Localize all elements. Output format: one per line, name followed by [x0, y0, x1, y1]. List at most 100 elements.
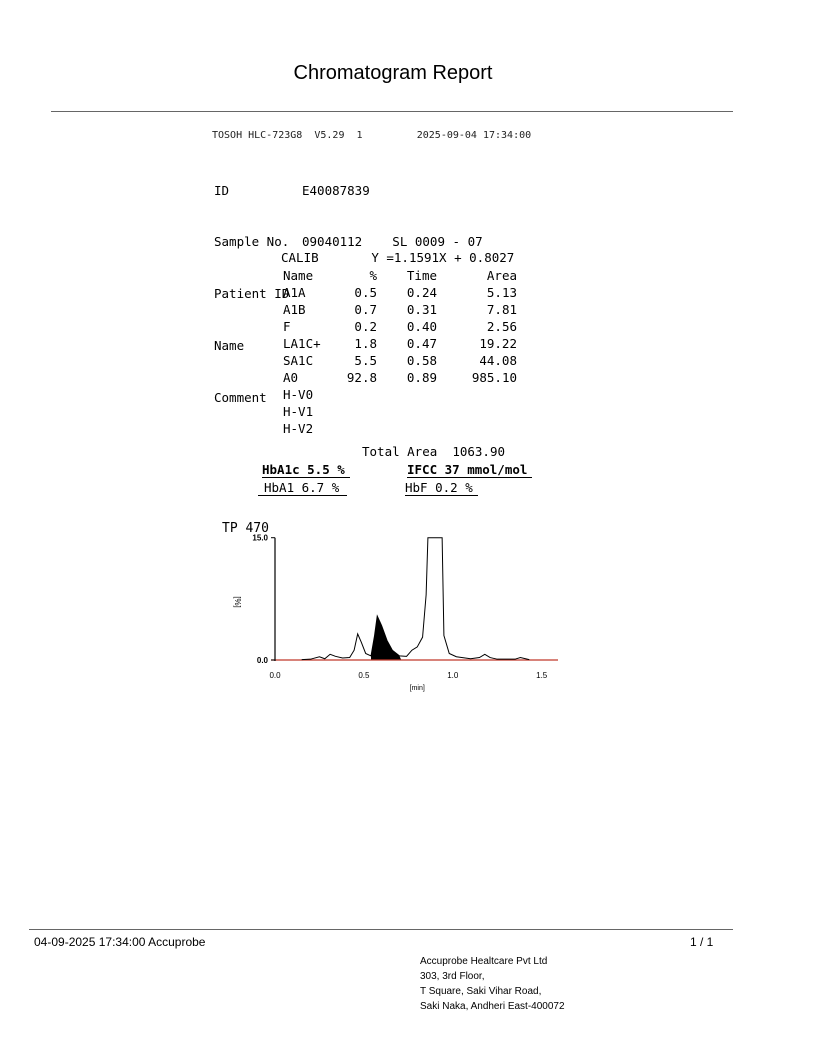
x-tick-label: 0.0: [269, 671, 281, 680]
table-header: Name% Time Area: [283, 267, 517, 284]
table-cell: [377, 420, 437, 437]
total-area: Total Area 1063.90: [362, 444, 505, 459]
table-cell: [437, 386, 517, 403]
table-cell: A0: [283, 370, 299, 385]
x-tick-label: 0.5: [358, 671, 370, 680]
table-cell: [437, 403, 517, 420]
results-table: Name% Time Area A1A 0.5 0.24 5.13 A1B 0.7 0.31 7.8…: [283, 267, 517, 437]
table-cell: [343, 403, 377, 420]
instrument-channel: 1: [356, 130, 363, 141]
table-cell: 0.58: [406, 353, 437, 368]
info-value: E40087839: [302, 182, 370, 198]
table-row: H-V1: [283, 403, 517, 420]
table-cell: 92.8: [346, 370, 377, 385]
instrument-header: TOSOH HLC-723G8 V5.29 1 2025-09-04 17:34…: [212, 130, 531, 141]
table-cell: 5.13: [486, 285, 517, 300]
table-cell: 0.5: [354, 285, 377, 300]
trace-line: [301, 537, 530, 661]
page-number: 1 / 1: [690, 935, 714, 949]
calib-equation: Y =1.1591X + 0.8027: [371, 250, 515, 265]
table-row: SA1C 5.5 0.58 44.08: [283, 352, 517, 369]
table-cell: 19.22: [479, 336, 517, 351]
hba1-result: HbA1 6.7 %: [258, 480, 347, 496]
info-label: Name: [214, 338, 245, 354]
info-label: ID: [214, 182, 230, 198]
table-cell: Name: [283, 268, 314, 283]
instrument-model: TOSOH HLC-723G8: [212, 130, 303, 141]
info-label: Comment: [214, 390, 267, 406]
table-cell: [437, 420, 517, 437]
table-cell: F: [283, 319, 291, 334]
ifcc-result: IFCC 37 mmol/mol: [407, 462, 532, 478]
table-cell: 44.08: [479, 353, 517, 368]
table-cell: [377, 403, 437, 420]
calib-label: CALIB: [281, 250, 319, 265]
hba1c-result: HbA1c 5.5 %: [262, 462, 350, 478]
info-label: Patient ID: [214, 286, 290, 302]
info-row: Sample No. 09040112 SL 0009 - 07: [214, 233, 483, 250]
table-cell: 0.24: [406, 285, 437, 300]
chart-label: TP 470: [222, 521, 269, 536]
info-row: Name: [214, 337, 483, 354]
info-row: Patient ID: [214, 285, 483, 302]
table-cell: A1B: [283, 302, 306, 317]
table-cell: H-V0: [283, 387, 314, 402]
table-row: A1A 0.5 0.24 5.13: [283, 284, 517, 301]
y-tick-label: 0.0: [257, 656, 269, 665]
y-tick-label: 15.0: [252, 534, 268, 543]
hbf-result: HbF 0.2 %: [405, 480, 478, 496]
table-cell: 1.8: [354, 336, 377, 351]
table-cell: 2.56: [486, 319, 517, 334]
table-row: H-V0: [283, 386, 517, 403]
report-title: Chromatogram Report: [293, 62, 493, 84]
table-cell: 5.5: [354, 353, 377, 368]
table-cell: H-V2: [283, 421, 314, 436]
sample-info: ID E40087839 Sample No. 09040112 SL 0009 -…: [214, 147, 483, 424]
table-cell: 0.47: [406, 336, 437, 351]
calibration: CALIB Y =1.1591X + 0.8027: [281, 250, 514, 265]
total-value: 1063.90: [452, 444, 506, 459]
info-label: Sample No.: [214, 234, 290, 250]
table-cell: 985.10: [471, 370, 517, 385]
instrument-datetime: 2025-09-04 17:34:00: [416, 130, 532, 141]
table-cell: [343, 386, 377, 403]
x-axis-label: [min]: [410, 685, 425, 692]
table-cell: LA1C+: [283, 336, 321, 351]
info-row: ID E40087839: [214, 182, 483, 199]
footer-divider: [29, 929, 733, 930]
table-cell: 0.2: [354, 319, 377, 334]
instrument-version: V5.29: [314, 130, 345, 141]
address-line: T Square, Saki Vihar Road,: [420, 986, 542, 997]
address-line: Saki Naka, Andheri East-400072: [420, 1001, 565, 1012]
table-cell: Area: [486, 268, 517, 283]
table-cell: 0.40: [406, 319, 437, 334]
table-cell: 7.81: [486, 302, 517, 317]
y-axis-label: [%]: [233, 596, 242, 608]
table-row: LA1C+ 1.8 0.47 19.22: [283, 335, 517, 352]
x-tick-label: 1.5: [536, 671, 548, 680]
footer-timestamp: 04-09-2025 17:34:00 Accuprobe: [34, 935, 206, 949]
company-address: Accuprobe Healtcare Pvt Ltd 303, 3rd Flo…: [420, 954, 565, 1014]
table-cell: Time: [406, 268, 437, 283]
table-cell: 0.7: [354, 302, 377, 317]
info-value: 09040112 SL 0009 - 07: [302, 234, 483, 250]
table-cell: H-V1: [283, 404, 314, 419]
table-row: H-V2: [283, 420, 517, 437]
address-line: Accuprobe Healtcare Pvt Ltd: [420, 956, 548, 967]
table-row: A1B 0.7 0.31 7.81: [283, 301, 517, 318]
table-cell: %: [369, 268, 377, 283]
x-tick-label: 1.0: [447, 671, 459, 680]
table-cell: A1A: [283, 285, 306, 300]
header-divider: [51, 111, 733, 112]
table-cell: SA1C: [283, 353, 314, 368]
address-line: 303, 3rd Floor,: [420, 971, 485, 982]
table-row: F 0.2 0.40 2.56: [283, 318, 517, 335]
table-row: A0 92.8 0.89 985.10: [283, 369, 517, 386]
total-label: Total Area: [362, 444, 438, 459]
info-row: Comment: [214, 389, 483, 406]
table-cell: [343, 420, 377, 437]
table-cell: 0.89: [406, 370, 437, 385]
table-cell: 0.31: [406, 302, 437, 317]
table-cell: [377, 386, 437, 403]
